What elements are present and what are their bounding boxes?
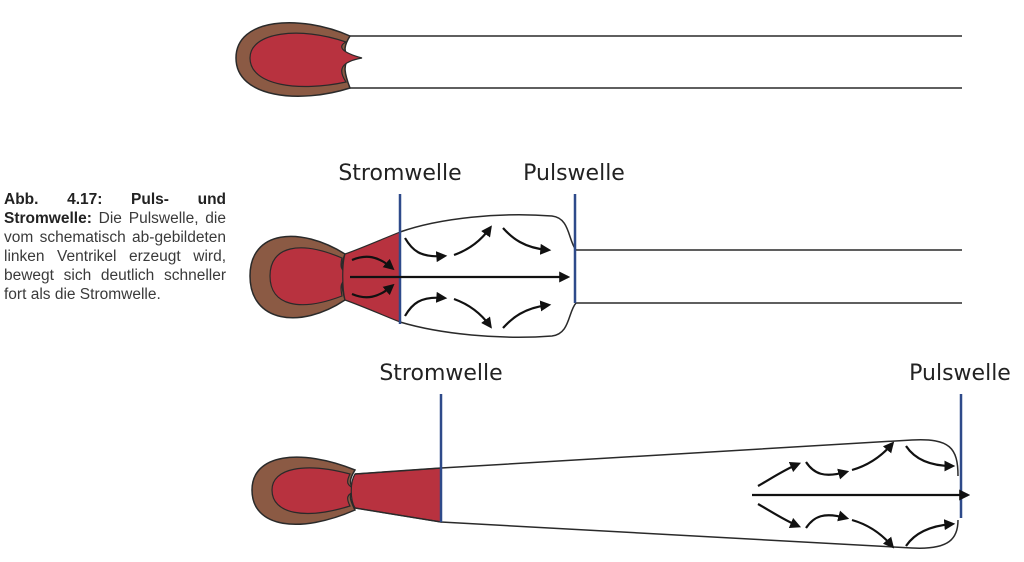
ventricle-blood	[271, 467, 360, 515]
label-stromwelle-mid: Stromwelle	[338, 161, 461, 186]
panel-rest	[235, 21, 962, 97]
ventricle-blood	[249, 32, 363, 88]
ejected-blood-column	[350, 467, 442, 523]
caption-text: Die Pulswelle, die vom schematisch ab-ge…	[4, 210, 226, 303]
flow-arrows-bot	[752, 441, 971, 549]
aorta-bulge-outline	[399, 214, 962, 338]
caption-title: Abb. 4.17: Puls- und Stromwelle:	[4, 191, 226, 227]
panel-late: Stromwelle Pulswelle	[251, 361, 1011, 549]
panel-early: Stromwelle Pulswelle	[249, 161, 962, 338]
label-pulswelle-bot: Pulswelle	[909, 361, 1011, 386]
figure-caption: Abb. 4.17: Puls- und Stromwelle: Die Pul…	[4, 190, 226, 304]
flow-arrows-mid	[350, 225, 571, 329]
label-pulswelle-mid: Pulswelle	[523, 161, 625, 186]
aorta-taper-outline	[354, 439, 959, 549]
ventricle-blood	[269, 247, 352, 306]
label-stromwelle-bot: Stromwelle	[379, 361, 502, 386]
